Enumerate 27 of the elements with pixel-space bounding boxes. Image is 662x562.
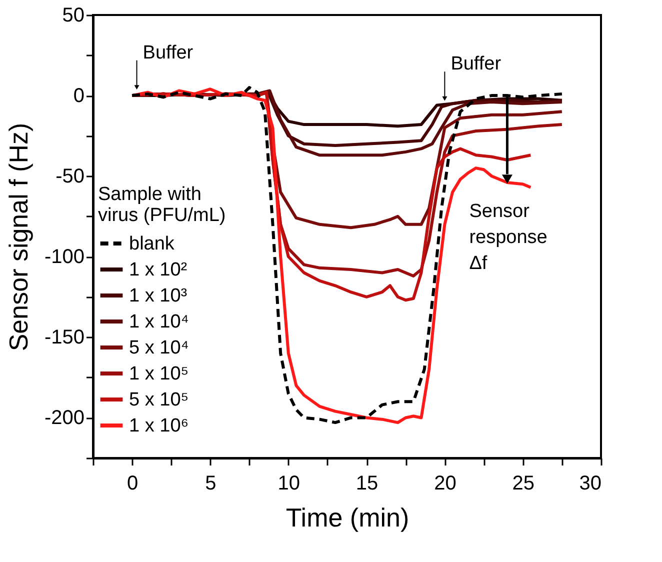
annotation: Buffer [142, 42, 194, 64]
legend-label: 1 x 10⁵ [129, 364, 189, 384]
x-tick-label: 10 [278, 472, 300, 494]
legend-label: 1 x 10³ [129, 286, 188, 306]
legend-label: 5 x 10⁴ [129, 338, 189, 358]
x-tick-label: 5 [205, 472, 216, 494]
x-tick-label: 15 [356, 472, 378, 494]
annotation: Buffer [450, 54, 502, 75]
x-tick-label: 20 [434, 472, 456, 494]
x-tick-label: 30 [579, 472, 602, 494]
x-tick-label: 0 [127, 472, 138, 494]
legend-label: 1 x 10² [129, 260, 188, 280]
x-axis-title: Time (min) [286, 502, 410, 532]
y-tick-label: -150 [44, 326, 84, 349]
annotation: Sensor response Δf [469, 201, 548, 274]
y-axis-title: Sensor signal f (Hz) [3, 122, 34, 352]
y-tick-label: -50 [56, 166, 84, 188]
y-tick-label: -100 [44, 246, 84, 268]
y-tick-label: 0 [73, 85, 84, 108]
legend-title: Sample with virus (PFU/mL) [98, 184, 226, 226]
y-tick-label: 50 [62, 4, 84, 26]
legend-label: 1 x 10⁶ [129, 416, 189, 436]
legend-label: 1 x 10⁴ [129, 312, 189, 332]
x-tick-label: 25 [512, 472, 534, 494]
y-tick-label: -200 [44, 407, 84, 430]
legend-label: 5 x 10⁵ [129, 390, 189, 410]
legend-label: blank [129, 234, 175, 254]
